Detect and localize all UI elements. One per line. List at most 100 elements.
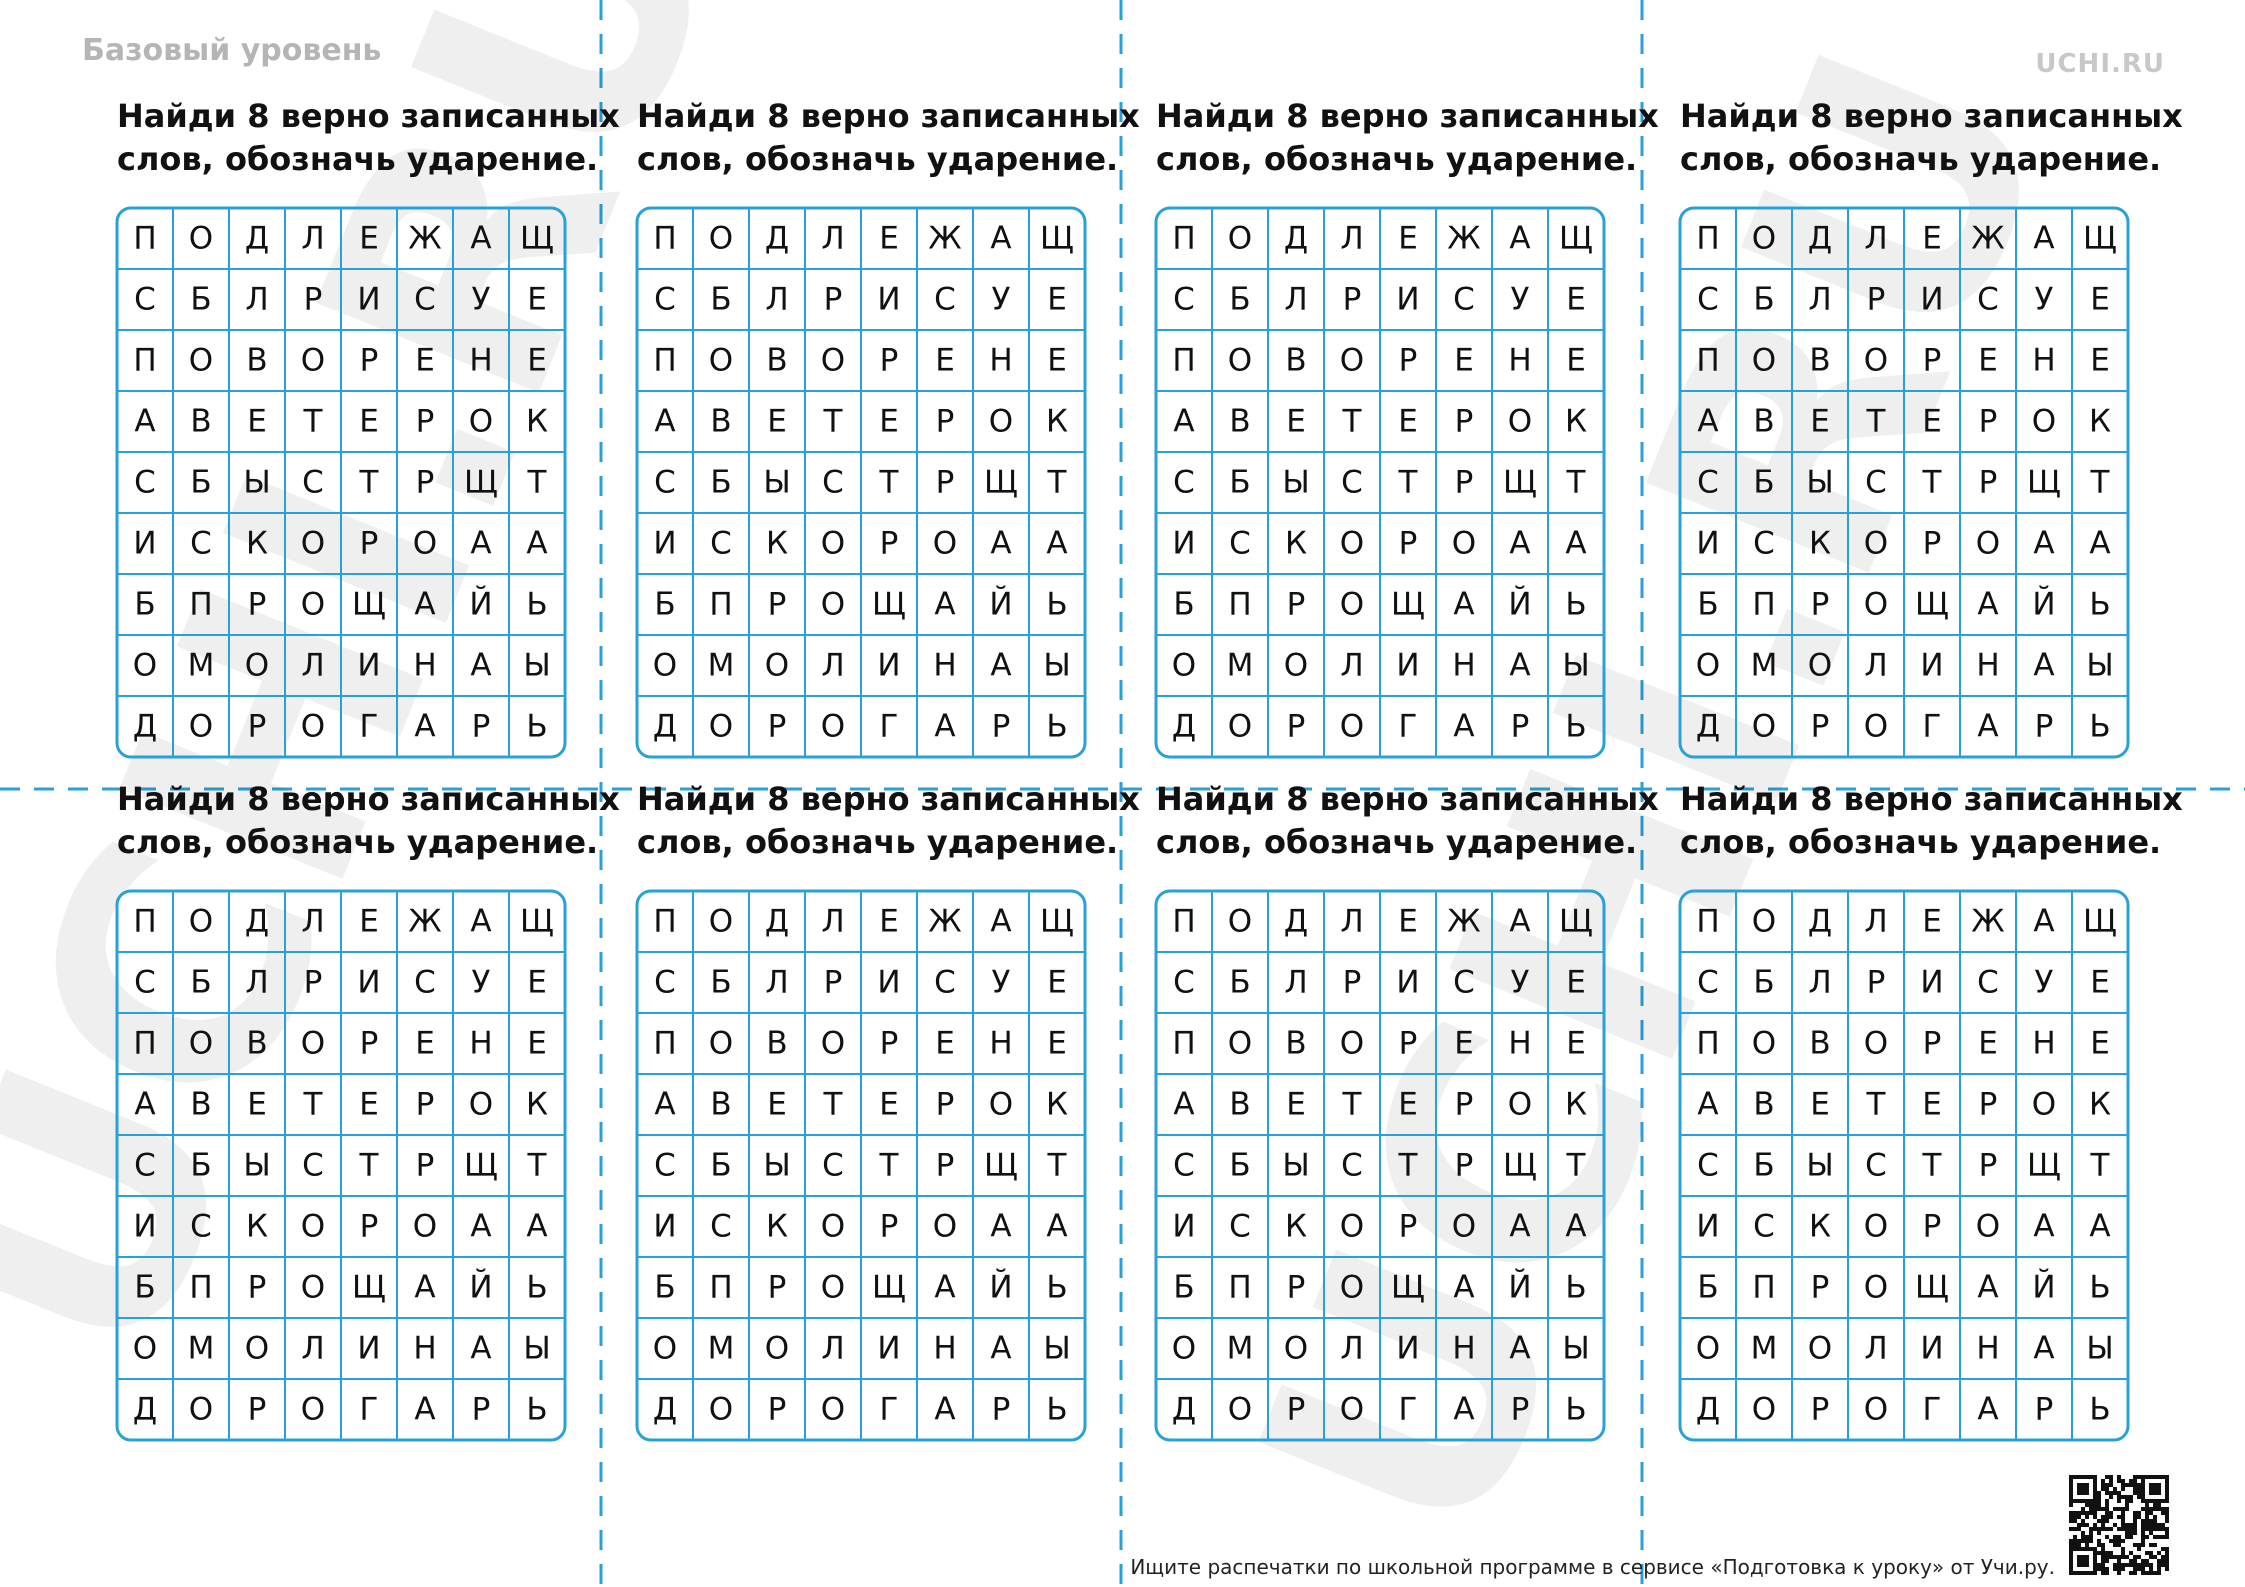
level-label: Базовый уровень <box>82 33 381 68</box>
letter-cell: Н <box>2032 343 2055 379</box>
letter-cell: Б <box>1753 965 1774 1001</box>
letter-cell: Ы <box>1562 1331 1589 1367</box>
qr-module <box>2157 1487 2161 1491</box>
letter-cell: С <box>414 282 436 318</box>
letter-cell: И <box>1696 1209 1719 1245</box>
letter-cell: Е <box>767 1087 787 1123</box>
letter-cell: Н <box>1976 648 1999 684</box>
letter-cell: О <box>709 1392 733 1428</box>
qr-module <box>2077 1511 2081 1515</box>
qr-module <box>2161 1523 2165 1527</box>
letter-cell: Е <box>1922 404 1942 440</box>
letter-cell: Р <box>416 1148 435 1184</box>
letter-cell: О <box>1340 1209 1364 1245</box>
qr-module <box>2089 1511 2093 1515</box>
qr-module <box>2153 1515 2157 1519</box>
letter-cell: Ы <box>243 1148 270 1184</box>
letter-cell: О <box>1808 648 1832 684</box>
qr-module <box>2101 1483 2105 1487</box>
letter-cell: Е <box>1922 1087 1942 1123</box>
letter-cell: О <box>1752 343 1776 379</box>
letter-cell: О <box>765 1331 789 1367</box>
qr-module <box>2137 1487 2141 1491</box>
card-title: слов, обозначь ударение. <box>1156 140 1637 178</box>
letter-cell: О <box>245 648 269 684</box>
qr-module <box>2133 1487 2137 1491</box>
letter-cell: О <box>1976 1209 2000 1245</box>
letter-cell: А <box>2089 526 2110 562</box>
qr-module <box>2145 1523 2149 1527</box>
letter-cell: Л <box>1864 648 1887 684</box>
qr-module <box>2097 1527 2101 1531</box>
letter-cell: А <box>134 404 155 440</box>
qr-module <box>2093 1479 2097 1483</box>
letter-cell: И <box>1920 648 1943 684</box>
letter-cell: Р <box>2035 709 2054 745</box>
letter-cell: П <box>189 587 212 623</box>
qr-module <box>2121 1511 2125 1515</box>
letter-cell: С <box>190 526 212 562</box>
qr-module <box>2081 1559 2085 1563</box>
letter-cell: Р <box>472 709 491 745</box>
letter-cell: Е <box>1047 965 1067 1001</box>
qr-module <box>2109 1555 2113 1559</box>
card-title: Найди 8 верно записанных <box>1680 780 2183 818</box>
qr-module <box>2125 1555 2129 1559</box>
letter-cell: П <box>133 1026 156 1062</box>
letter-cell: А <box>1453 1392 1474 1428</box>
qr-module <box>2157 1559 2161 1563</box>
qr-module <box>2069 1479 2073 1483</box>
qr-module <box>2093 1563 2097 1567</box>
letter-cell: Е <box>1922 221 1942 257</box>
letter-cell: Й <box>469 1270 492 1306</box>
qr-module <box>2117 1507 2121 1511</box>
qr-module <box>2077 1487 2081 1491</box>
card-title: Найди 8 верно записанных <box>637 780 1140 818</box>
qr-module <box>2109 1495 2113 1499</box>
letter-cell: Р <box>1511 1392 1530 1428</box>
qr-module <box>2165 1495 2169 1499</box>
qr-module <box>2153 1475 2157 1479</box>
qr-module <box>2121 1519 2125 1523</box>
qr-module <box>2117 1555 2121 1559</box>
letter-cell: Р <box>936 1148 955 1184</box>
qr-module <box>2109 1483 2113 1487</box>
letter-cell: Л <box>765 282 788 318</box>
letter-cell: О <box>1284 1331 1308 1367</box>
letter-cell: И <box>1172 526 1195 562</box>
letter-cell: А <box>1046 1209 1067 1245</box>
letter-cell: С <box>1697 465 1719 501</box>
card: Найди 8 верно записанных слов, обозначь у… <box>1154 97 1659 759</box>
letter-cell: О <box>709 221 733 257</box>
letter-cell: Т <box>359 465 380 501</box>
qr-module <box>2145 1519 2149 1523</box>
letter-cell: О <box>821 587 845 623</box>
letter-cell: Р <box>1455 1087 1474 1123</box>
qr-module <box>2125 1535 2129 1539</box>
letter-cell: Б <box>1229 282 1250 318</box>
qr-module <box>2161 1511 2165 1515</box>
grid-border <box>635 889 1087 1442</box>
letter-cell: Е <box>527 965 547 1001</box>
letter-cell: Р <box>1455 404 1474 440</box>
qr-module <box>2165 1515 2169 1519</box>
qr-module <box>2121 1527 2125 1531</box>
qr-module <box>2069 1495 2073 1499</box>
qr-module <box>2077 1523 2081 1527</box>
qr-module <box>2149 1483 2153 1487</box>
qr-module <box>2117 1491 2121 1495</box>
letter-cell: Л <box>301 221 324 257</box>
letter-cell: Л <box>1284 965 1307 1001</box>
qr-module <box>2165 1567 2169 1571</box>
letter-cell: О <box>189 1392 213 1428</box>
qr-module <box>2117 1559 2121 1563</box>
letter-cell: О <box>245 1331 269 1367</box>
letter-cell: Щ <box>352 1270 386 1306</box>
qr-module <box>2085 1547 2089 1551</box>
qr-module <box>2141 1523 2145 1527</box>
letter-cell: П <box>133 904 156 940</box>
letter-cell: И <box>1920 965 1943 1001</box>
card-title: слов, обозначь ударение. <box>637 140 1118 178</box>
letter-cell: Л <box>1284 282 1307 318</box>
